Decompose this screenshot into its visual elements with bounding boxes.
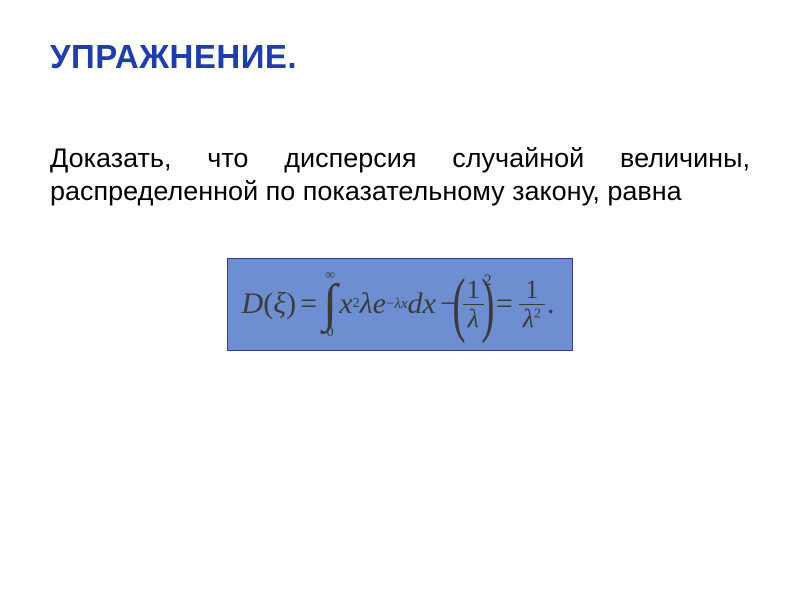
sym-dx: dx	[408, 287, 436, 321]
sym-x: x	[339, 287, 352, 321]
sym-D: D	[242, 287, 264, 321]
frac1-den: λ	[464, 305, 483, 332]
sym-xi: ξ	[273, 287, 286, 321]
slide-body-text: Доказать, что дисперсия случайной величи…	[50, 142, 750, 208]
frac-1-over-lambda-sq: 1 λ2	[519, 276, 545, 332]
formula-container: D ( ξ ) = ∞ ∫ 0 x2 λ e−λx dx − ( 1	[50, 258, 750, 351]
integral-lower: 0	[327, 326, 334, 340]
frac2-num: 1	[521, 276, 542, 303]
sym-e-exp: −λx	[386, 296, 408, 313]
sym-lambda1: λ	[360, 287, 373, 321]
sym-eq2: =	[496, 287, 513, 321]
sym-lparen: (	[263, 287, 273, 321]
sym-x-exp: 2	[353, 296, 360, 312]
sym-period: .	[547, 287, 555, 321]
frac2-den: λ2	[519, 305, 545, 332]
big-lparen: (	[452, 274, 465, 335]
slide-title: УПРАЖНЕНИЕ.	[50, 38, 750, 76]
sym-rparen: )	[286, 287, 296, 321]
slide: УПРАЖНЕНИЕ. Доказать, что дисперсия случ…	[0, 0, 800, 600]
big-rparen: )	[481, 274, 494, 335]
sym-eq1: =	[300, 287, 317, 321]
integral-sign: ∫	[323, 281, 337, 328]
sym-e: e	[373, 287, 386, 321]
formula-box: D ( ξ ) = ∞ ∫ 0 x2 λ e−λx dx − ( 1	[227, 258, 574, 351]
integral: ∞ ∫ 0	[323, 269, 337, 340]
